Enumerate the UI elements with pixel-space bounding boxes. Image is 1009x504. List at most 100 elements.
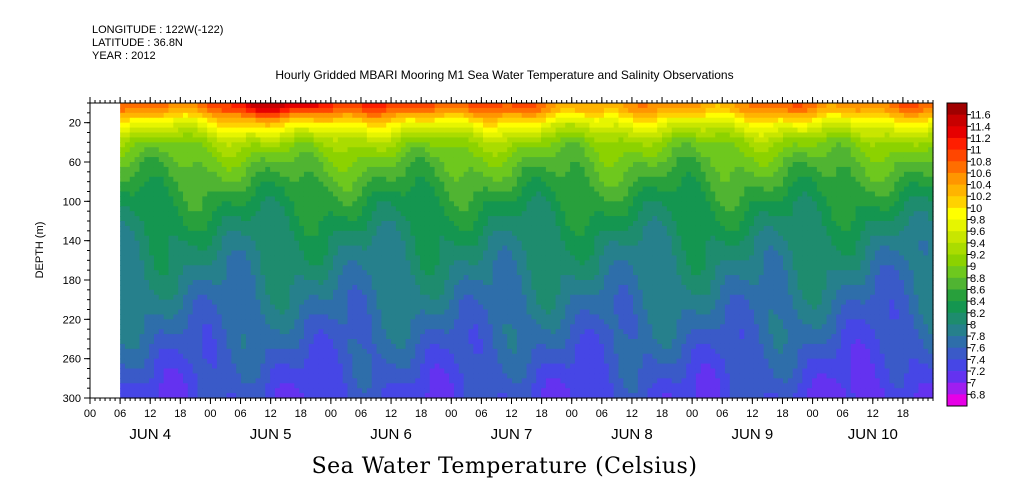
- heatmap-cell: [463, 265, 470, 271]
- heatmap-cell: [483, 280, 489, 286]
- heatmap-cell: [386, 250, 392, 257]
- heatmap-cell: [391, 221, 397, 227]
- heatmap-cell: [507, 216, 513, 222]
- heatmap-cell: [492, 112, 499, 119]
- heatmap-cell: [299, 383, 305, 389]
- heatmap-cell: [124, 181, 131, 188]
- heatmap-cell: [207, 299, 213, 306]
- heatmap-cell: [323, 309, 329, 316]
- heatmap-cell: [284, 383, 291, 389]
- heatmap-cell: [463, 383, 470, 389]
- heatmap-cell: [226, 314, 232, 320]
- heatmap-cell: [478, 314, 484, 320]
- heatmap-cell: [478, 245, 484, 252]
- heatmap-cell: [173, 329, 179, 335]
- heatmap-cell: [507, 162, 513, 168]
- heatmap-cell: [507, 280, 513, 286]
- heatmap-cell: [221, 343, 228, 350]
- heatmap-cell: [202, 176, 208, 183]
- heatmap-cell: [226, 343, 232, 350]
- heatmap-cell: [294, 142, 300, 148]
- heatmap-cell: [415, 250, 421, 257]
- heatmap-cell: [415, 186, 421, 193]
- heatmap-cell: [478, 240, 484, 247]
- heatmap-cell: [255, 142, 262, 148]
- heatmap-cell: [260, 339, 266, 345]
- heatmap-cell: [192, 235, 199, 242]
- heatmap-cell: [473, 393, 479, 399]
- heatmap-cell: [120, 255, 126, 261]
- heatmap-cell: [260, 122, 266, 129]
- heatmap-cell: [318, 339, 324, 345]
- heatmap-cell: [516, 329, 523, 335]
- heatmap-cell: [424, 235, 431, 242]
- heatmap-cell: [134, 107, 141, 114]
- heatmap-cell: [429, 343, 436, 350]
- heatmap-cell: [212, 206, 218, 212]
- heatmap-cell: [168, 196, 174, 202]
- heatmap-cell: [270, 358, 276, 365]
- heatmap-cell: [342, 358, 349, 365]
- heatmap-cell: [144, 388, 150, 394]
- heatmap-cell: [245, 378, 252, 384]
- heatmap-cell: [483, 383, 489, 389]
- heatmap-cell: [415, 329, 421, 335]
- heatmap-cell: [502, 137, 508, 143]
- heatmap-cell: [129, 245, 136, 252]
- heatmap-cell: [231, 373, 237, 379]
- heatmap-cell: [294, 107, 300, 114]
- heatmap-cell: [289, 186, 295, 193]
- heatmap-cell: [241, 225, 247, 232]
- heatmap-cell: [371, 255, 378, 261]
- heatmap-cell: [449, 181, 455, 188]
- heatmap-cell: [410, 186, 416, 193]
- heatmap-cell: [163, 304, 170, 311]
- heatmap-cell: [342, 280, 349, 286]
- heatmap-cell: [221, 348, 228, 355]
- heatmap-cell: [449, 339, 455, 345]
- heatmap-cell: [463, 176, 470, 183]
- heatmap-cell: [468, 112, 474, 119]
- heatmap-cell: [449, 176, 455, 183]
- heatmap-cell: [250, 353, 257, 360]
- heatmap-cell: [516, 166, 523, 173]
- heatmap-cell: [124, 275, 131, 281]
- heatmap-cell: [250, 132, 257, 139]
- heatmap-cell: [226, 201, 232, 207]
- heatmap-cell: [507, 112, 513, 119]
- heatmap-cell: [439, 112, 445, 119]
- heatmap-cell: [410, 147, 416, 153]
- heatmap-cell: [352, 309, 358, 316]
- heatmap-cell: [405, 171, 412, 178]
- heatmap-cell: [381, 388, 387, 394]
- heatmap-cell: [449, 270, 455, 276]
- heatmap-cell: [231, 378, 237, 384]
- heatmap-cell: [415, 368, 421, 375]
- heatmap-cell: [187, 388, 194, 394]
- heatmap-cell: [424, 225, 431, 232]
- heatmap-cell: [497, 181, 503, 188]
- heatmap-cell: [458, 216, 465, 222]
- heatmap-cell: [178, 216, 184, 222]
- heatmap-cell: [250, 314, 257, 320]
- heatmap-cell: [463, 166, 470, 173]
- heatmap-cell: [395, 142, 402, 148]
- heatmap-cell: [371, 196, 378, 202]
- heatmap-cell: [405, 235, 412, 242]
- heatmap-cell: [231, 211, 237, 217]
- heatmap-cell: [429, 206, 436, 212]
- heatmap-cell: [265, 137, 271, 143]
- heatmap-cell: [492, 230, 499, 237]
- heatmap-cell: [318, 235, 324, 242]
- heatmap-cell: [323, 201, 329, 207]
- heatmap-cell: [342, 112, 349, 119]
- heatmap-cell: [279, 176, 286, 183]
- heatmap-cell: [207, 334, 213, 340]
- heatmap-cell: [347, 107, 353, 114]
- heatmap-cell: [521, 137, 528, 143]
- heatmap-cell: [366, 137, 373, 143]
- heatmap-cell: [434, 112, 441, 119]
- heatmap-cell: [439, 132, 445, 139]
- heatmap-cell: [381, 383, 387, 389]
- heatmap-cell: [168, 339, 174, 345]
